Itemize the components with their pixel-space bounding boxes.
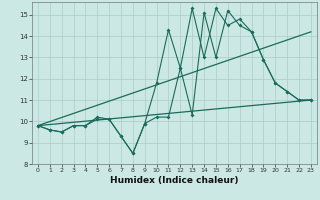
X-axis label: Humidex (Indice chaleur): Humidex (Indice chaleur) — [110, 176, 239, 185]
